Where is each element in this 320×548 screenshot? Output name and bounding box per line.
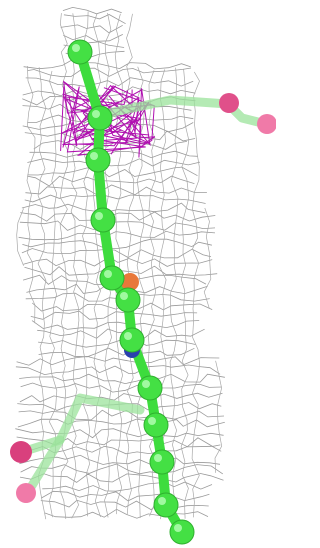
- atom-highlight: [148, 417, 156, 425]
- atom: [120, 328, 144, 352]
- atom-highlight: [104, 270, 112, 278]
- molecule-view: [0, 0, 276, 548]
- atom: [100, 266, 124, 290]
- atom: [86, 148, 110, 172]
- atom: [88, 106, 112, 130]
- page: {} html, body { margin: 0; padding: 0; b…: [0, 0, 320, 548]
- atom: [154, 493, 178, 517]
- atom-highlight: [158, 497, 166, 505]
- atom: [116, 288, 140, 312]
- atom: [138, 376, 162, 400]
- atom: [219, 93, 239, 113]
- atom: [10, 441, 32, 463]
- atom-highlight: [154, 454, 162, 462]
- atom: [170, 520, 194, 544]
- atom-highlight: [142, 380, 150, 388]
- atom: [91, 208, 115, 232]
- body: (() => { const ns = 'http://www.w3.org/2…: [0, 0, 320, 548]
- atom-highlight: [72, 44, 80, 52]
- atom: [144, 413, 168, 437]
- atom-highlight: [95, 212, 103, 220]
- atom: [16, 483, 36, 503]
- atom: [68, 40, 92, 64]
- atom-highlight: [120, 292, 128, 300]
- atom-highlight: [92, 110, 100, 118]
- atom-highlight: [90, 152, 98, 160]
- atom-highlight: [124, 332, 132, 340]
- atom-highlight: [174, 524, 182, 532]
- atom: [150, 450, 174, 474]
